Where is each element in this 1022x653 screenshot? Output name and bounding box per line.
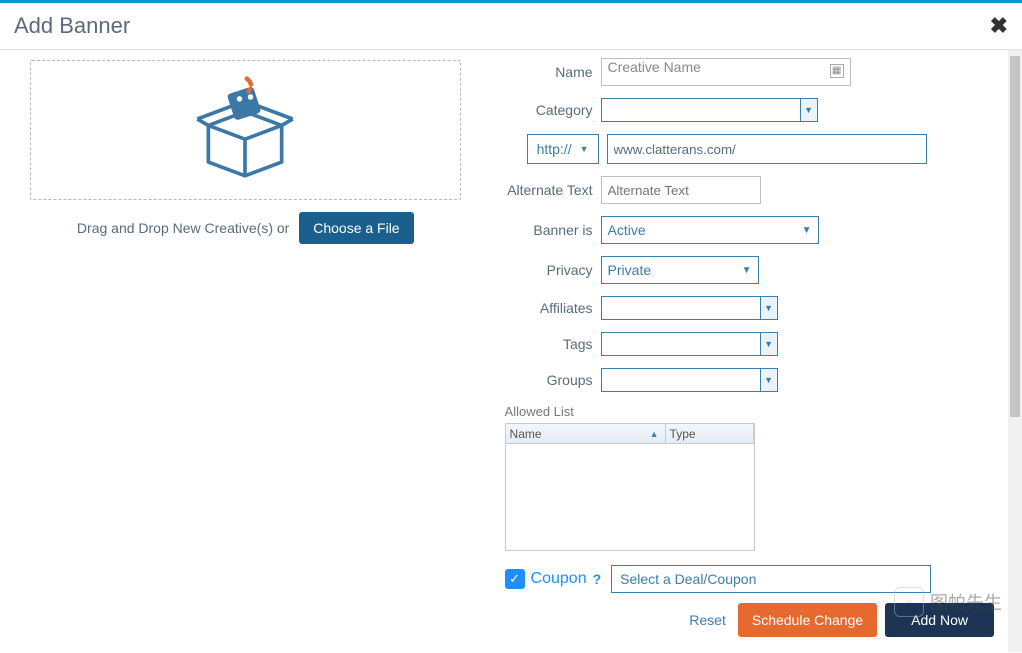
sort-asc-icon: ▲ (650, 429, 659, 439)
chevron-down-icon[interactable]: ▼ (760, 368, 778, 392)
chevron-down-icon[interactable]: ▼ (800, 98, 818, 122)
help-icon[interactable]: ? (593, 571, 602, 587)
category-box[interactable] (601, 98, 801, 122)
row-affiliates: Affiliates ▼ (491, 296, 1002, 320)
privacy-select[interactable]: Private ▼ (601, 256, 759, 284)
dropzone-caption: Drag and Drop New Creative(s) or Choose … (30, 212, 461, 244)
alt-label: Alternate Text (491, 182, 601, 198)
chevron-down-icon: ▼ (742, 265, 752, 276)
column-name[interactable]: Name ▲ (506, 424, 666, 443)
left-panel: Drag and Drop New Creative(s) or Choose … (0, 50, 491, 652)
tags-box[interactable] (601, 332, 761, 356)
groups-combo[interactable]: ▼ (601, 368, 778, 392)
row-tags: Tags ▼ (491, 332, 1002, 356)
watermark-text: 图帕先生 (930, 589, 1002, 615)
wechat-icon: ∙∙ (894, 587, 924, 617)
row-groups: Groups ▼ (491, 368, 1002, 392)
close-icon[interactable]: ✖ (990, 13, 1008, 39)
banneris-value: Active (608, 222, 646, 238)
privacy-label: Privacy (491, 262, 601, 278)
row-privacy: Privacy Private ▼ (491, 256, 1002, 284)
coupon-select[interactable]: Select a Deal/Coupon (611, 565, 931, 593)
allowed-list-table: Name ▲ Type (505, 423, 755, 551)
groups-label: Groups (491, 372, 601, 388)
url-input[interactable] (607, 134, 927, 164)
category-label: Category (491, 102, 601, 118)
coupon-checkbox[interactable]: ✓ (505, 569, 525, 589)
name-label: Name (491, 64, 601, 80)
creative-dropzone[interactable] (30, 60, 461, 200)
modal-body: Drag and Drop New Creative(s) or Choose … (0, 50, 1022, 652)
chevron-down-icon: ▼ (580, 144, 589, 154)
coupon-label: Coupon (531, 570, 587, 588)
row-banneris: Banner is Active ▼ (491, 216, 1002, 244)
chevron-down-icon[interactable]: ▼ (760, 296, 778, 320)
protocol-select[interactable]: http:// ▼ (527, 134, 599, 164)
chevron-down-icon: ▼ (802, 225, 812, 236)
right-panel: Name Creative Name ▦ Category ▼ http:// … (491, 50, 1022, 652)
banneris-select[interactable]: Active ▼ (601, 216, 819, 244)
vertical-scrollbar[interactable] (1008, 50, 1022, 652)
allowed-list-header: Name ▲ Type (506, 424, 754, 444)
affiliates-box[interactable] (601, 296, 761, 320)
row-category: Category ▼ (491, 98, 1002, 122)
coupon-placeholder: Select a Deal/Coupon (620, 571, 756, 587)
privacy-value: Private (608, 262, 652, 278)
row-url: http:// ▼ (491, 134, 1002, 164)
alt-text-input[interactable] (601, 176, 761, 204)
tags-combo[interactable]: ▼ (601, 332, 778, 356)
row-alt: Alternate Text (491, 176, 1002, 204)
modal-header: Add Banner ✖ (0, 3, 1022, 50)
category-combo[interactable]: ▼ (601, 98, 818, 122)
affiliates-label: Affiliates (491, 300, 601, 316)
groups-box[interactable] (601, 368, 761, 392)
chevron-down-icon[interactable]: ▼ (760, 332, 778, 356)
affiliates-combo[interactable]: ▼ (601, 296, 778, 320)
tags-label: Tags (491, 336, 601, 352)
watermark: ∙∙ 图帕先生 (894, 587, 1002, 617)
name-placeholder: Creative Name (608, 59, 701, 75)
reset-button[interactable]: Reset (689, 612, 726, 628)
autofill-icon: ▦ (830, 64, 844, 78)
schedule-change-button[interactable]: Schedule Change (738, 603, 877, 637)
page-title: Add Banner (14, 13, 130, 39)
choose-file-button[interactable]: Choose a File (299, 212, 413, 244)
box-upload-icon (190, 70, 300, 190)
drop-text: Drag and Drop New Creative(s) or (77, 220, 289, 236)
row-name: Name Creative Name ▦ (491, 58, 1002, 86)
allowed-list-title: Allowed List (505, 404, 1002, 419)
scrollbar-thumb[interactable] (1010, 56, 1020, 417)
column-type[interactable]: Type (666, 424, 754, 443)
protocol-value: http:// (537, 141, 572, 157)
banneris-label: Banner is (491, 222, 601, 238)
name-input[interactable]: Creative Name ▦ (601, 58, 851, 86)
